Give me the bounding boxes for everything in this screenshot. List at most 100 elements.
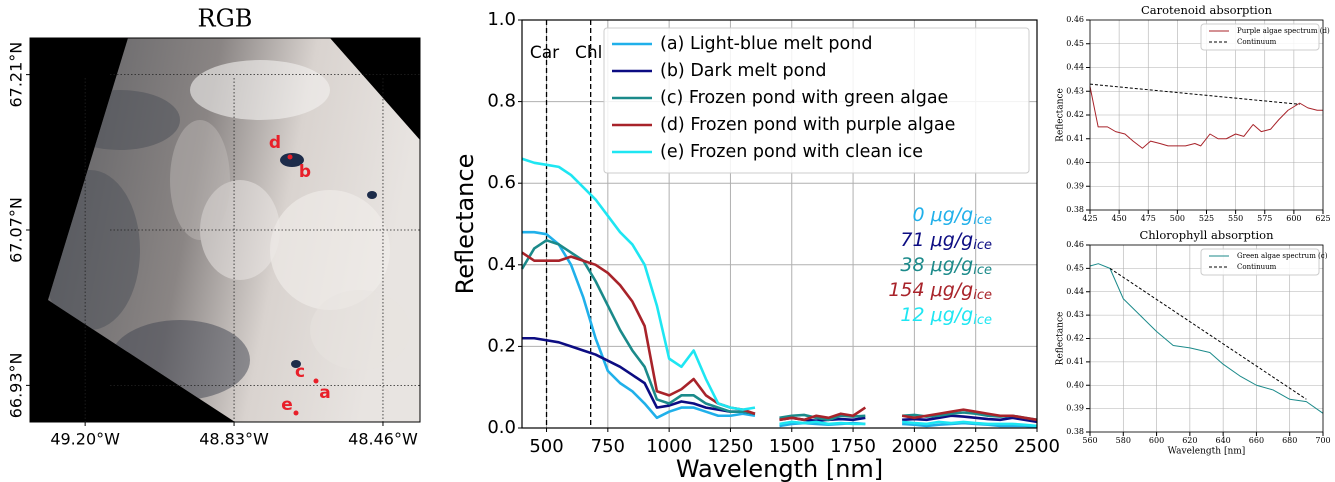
- legend-label: Green algae spectrum (c): [1237, 252, 1328, 260]
- x-tick-label: 49.20°W: [50, 430, 120, 449]
- concentration-label: 154 μg/gice: [888, 279, 992, 303]
- legend-box: [1200, 23, 1320, 51]
- y-tick-label: 0.2: [487, 335, 516, 356]
- legend-label: Purple algae spectrum (d): [1237, 27, 1330, 35]
- x-tick-label: 48.46°W: [348, 430, 418, 449]
- x-tick-label: 450: [1111, 214, 1126, 223]
- concentration-label: 38 μg/gice: [900, 254, 992, 278]
- x-axis-label: Wavelength [nm]: [676, 455, 883, 482]
- x-tick-label: 2000: [891, 436, 937, 457]
- y-tick-label: 0.6: [487, 172, 516, 193]
- chart-title: RGB: [198, 5, 253, 33]
- x-tick-label: 600: [1149, 436, 1164, 445]
- legend-label: (c) Frozen pond with green algae: [660, 88, 948, 108]
- x-tick-label: 620: [1182, 436, 1197, 445]
- series-line: [521, 157, 1038, 428]
- x-tick-label: 425: [1082, 214, 1097, 223]
- chart-title: Chlorophyll absorption: [1139, 228, 1274, 242]
- reference-label: Chl: [575, 43, 602, 63]
- x-tick-label: 700: [1315, 436, 1330, 445]
- concentration-value: 154 μg/g: [888, 279, 973, 301]
- site-label: d: [269, 133, 281, 153]
- concentration-label: 0 μg/gice: [912, 204, 992, 228]
- x-tick-label: 640: [1216, 436, 1231, 445]
- y-tick-label: 0.0: [487, 417, 516, 438]
- y-tick-label: 0.41: [1066, 357, 1084, 366]
- x-tick-label: 600: [1286, 214, 1301, 223]
- y-tick-label: 0.42: [1066, 334, 1084, 343]
- y-tick-label: 67.21°N: [7, 42, 26, 108]
- y-tick-label: 66.93°N: [7, 352, 26, 418]
- melt-pond: [280, 153, 304, 167]
- series-line: [1089, 86, 1323, 149]
- series-line: [1109, 267, 1307, 400]
- concentration-subscript: ice: [973, 288, 992, 303]
- site-label: a: [319, 383, 330, 403]
- series-line: [1089, 263, 1324, 414]
- legend-label: Continuum: [1237, 263, 1277, 271]
- y-tick-label: 0.42: [1066, 110, 1084, 119]
- y-axis-label: Reflectance: [1056, 312, 1066, 366]
- site-marker: [287, 154, 293, 160]
- x-tick-label: 1500: [769, 436, 815, 457]
- x-tick-label: 580: [1116, 436, 1131, 445]
- y-tick-label: 0.41: [1066, 134, 1084, 143]
- concentration-subscript: ice: [973, 263, 992, 278]
- site-label: e: [281, 395, 293, 415]
- site-marker: [293, 410, 299, 416]
- y-tick-label: 0.44: [1066, 63, 1084, 72]
- x-tick-label: 500: [1170, 214, 1185, 223]
- y-tick-label: 0.45: [1066, 39, 1084, 48]
- x-tick-label: 525: [1199, 214, 1214, 223]
- y-axis-label: Reflectance: [1056, 88, 1066, 142]
- y-tick-label: 0.39: [1066, 404, 1084, 413]
- y-tick-label: 0.46: [1066, 240, 1084, 249]
- concentration-value: 38 μg/g: [900, 254, 973, 276]
- plot-frame: [1089, 19, 1324, 211]
- x-tick-label: 1000: [646, 436, 692, 457]
- y-tick-label: 1.0: [487, 9, 516, 30]
- x-tick-label: 625: [1315, 214, 1330, 223]
- melt-pond: [291, 360, 301, 368]
- legend-box: [603, 27, 1030, 174]
- x-tick-label: 48.83°W: [199, 430, 269, 449]
- y-tick-label: 0.38: [1066, 205, 1084, 214]
- melt-pond: [367, 191, 377, 199]
- x-tick-label: 500: [529, 436, 563, 457]
- x-tick-label: 2500: [1014, 436, 1060, 457]
- plot-frame: [1089, 244, 1324, 433]
- y-tick-label: 0.38: [1066, 427, 1084, 436]
- concentration-subscript: ice: [973, 313, 992, 328]
- legend-box: [1200, 248, 1320, 276]
- cloud: [270, 190, 390, 310]
- concentration-value: 71 μg/g: [900, 229, 973, 251]
- y-tick-label: 0.4: [487, 254, 516, 275]
- y-tick-label: 0.40: [1066, 158, 1084, 167]
- legend-label: Continuum: [1237, 38, 1277, 46]
- concentration-subscript: ice: [973, 238, 992, 253]
- cloud: [190, 60, 330, 120]
- cloud: [310, 290, 410, 370]
- series-line: [1089, 83, 1300, 105]
- site-label: c: [295, 362, 305, 382]
- reference-label: Car: [530, 43, 559, 63]
- x-tick-label: 750: [591, 436, 625, 457]
- y-tick-label: 0.46: [1066, 15, 1084, 24]
- x-tick-label: 1750: [830, 436, 876, 457]
- y-tick-label: 0.44: [1066, 287, 1084, 296]
- x-tick-label: 575: [1257, 214, 1272, 223]
- cloud: [170, 120, 230, 240]
- x-tick-label: 660: [1249, 436, 1264, 445]
- concentration-value: 0 μg/g: [912, 204, 973, 226]
- y-tick-label: 0.40: [1066, 380, 1084, 389]
- legend-label: (e) Frozen pond with clean ice: [660, 142, 923, 162]
- y-tick-label: 0.43: [1066, 310, 1084, 319]
- x-tick-label: 2250: [953, 436, 999, 457]
- concentration-label: 12 μg/gice: [900, 304, 992, 328]
- y-tick-label: 0.8: [487, 91, 516, 112]
- chart-title: Carotenoid absorption: [1141, 3, 1273, 17]
- x-tick-label: 680: [1282, 436, 1297, 445]
- y-tick-label: 0.39: [1066, 181, 1084, 190]
- site-label: b: [299, 162, 311, 182]
